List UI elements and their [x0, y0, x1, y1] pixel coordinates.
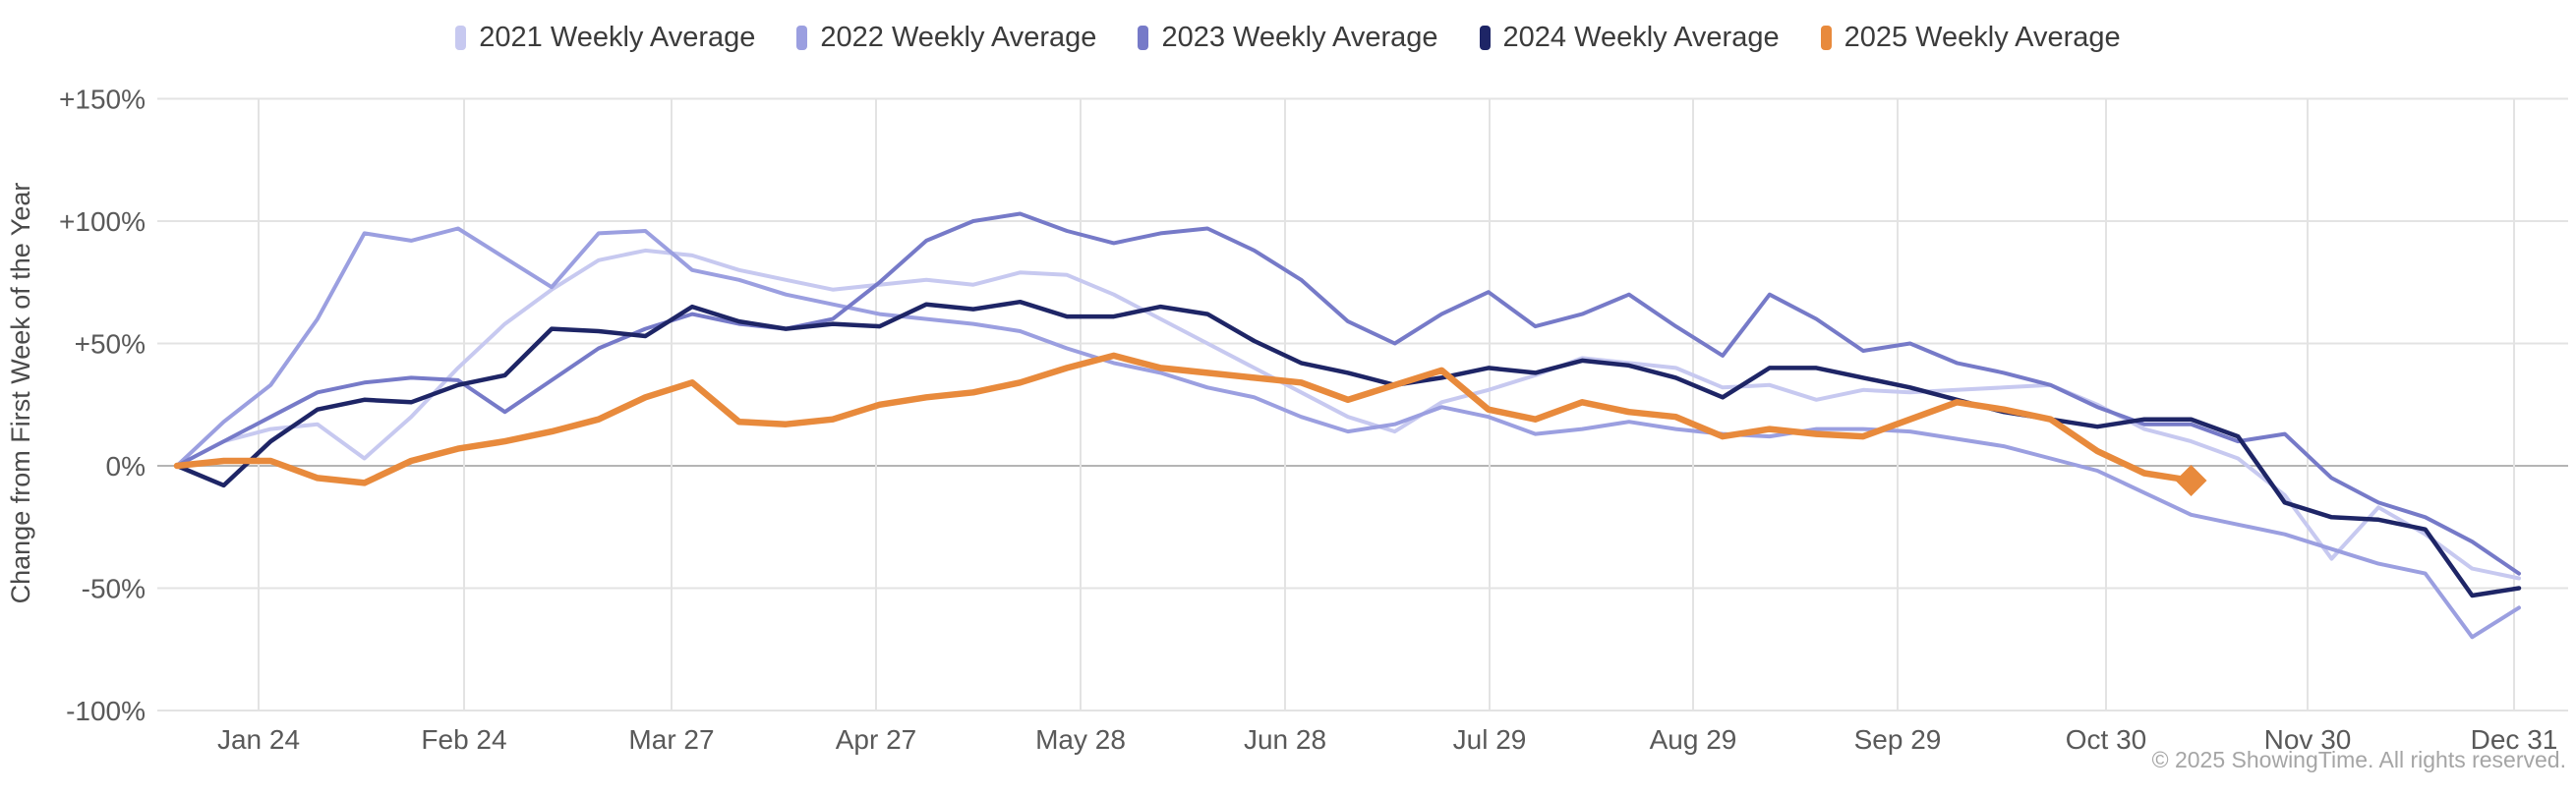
- series-line-2024: [174, 299, 2522, 598]
- y-tick-label: +150%: [59, 85, 146, 115]
- legend-swatch-icon: [1479, 26, 1491, 50]
- x-tick-label: Jul 29: [1453, 724, 1527, 755]
- x-tick-label: Aug 29: [1650, 724, 1737, 755]
- y-tick-label: +100%: [59, 206, 146, 237]
- x-tick-label: Jun 28: [1244, 724, 1326, 755]
- legend: 2021 Weekly Average 2022 Weekly Average 20…: [0, 22, 2576, 54]
- axis-labels: +150% +100% +50% 0% -50% -100% Jan 24 Feb 24 Mar…: [59, 85, 2557, 756]
- y-tick-label: 0%: [106, 451, 146, 482]
- latest-point-diamond-marker: [2175, 464, 2207, 496]
- y-tick-label: -50%: [82, 574, 146, 604]
- y-axis-title: Change from First Week of the Year: [6, 183, 35, 604]
- legend-label: 2024 Weekly Average: [1502, 22, 1780, 53]
- y-tick-label: -100%: [66, 696, 146, 726]
- series-line-2022: [175, 226, 2521, 640]
- legend-swatch-icon: [1138, 26, 1149, 50]
- x-tick-label: May 28: [1035, 724, 1126, 755]
- legend-item-2024[interactable]: 2024 Weekly Average: [1479, 22, 1780, 54]
- legend-swatch-icon: [455, 26, 467, 50]
- series-line-2023: [175, 211, 2521, 576]
- legend-item-2022[interactable]: 2022 Weekly Average: [796, 22, 1096, 54]
- gridlines: [157, 97, 2568, 711]
- x-tick-label: Feb 24: [421, 724, 506, 755]
- legend-label: 2021 Weekly Average: [479, 22, 756, 53]
- x-tick-label: Apr 27: [836, 724, 917, 755]
- legend-swatch-icon: [796, 26, 808, 50]
- y-tick-label: +50%: [75, 329, 146, 360]
- legend-item-2021[interactable]: 2021 Weekly Average: [455, 22, 755, 54]
- series-line-2025: [173, 352, 2195, 486]
- copyright-notice: © 2025 ShowingTime. All rights reserved.: [2151, 747, 2566, 772]
- plot-area[interactable]: [157, 86, 2568, 723]
- legend-label: 2022 Weekly Average: [820, 22, 1097, 53]
- x-tick-label: Jan 24: [217, 724, 300, 755]
- x-tick-label: Mar 27: [628, 724, 714, 755]
- x-tick-label: Dec 31: [2471, 724, 2558, 755]
- legend-swatch-icon: [1820, 26, 1832, 50]
- legend-item-2023[interactable]: 2023 Weekly Average: [1138, 22, 1438, 54]
- x-tick-label: Oct 30: [2066, 724, 2146, 755]
- legend-item-2025[interactable]: 2025 Weekly Average: [1820, 22, 2121, 54]
- x-tick-label: Sep 29: [1854, 724, 1942, 755]
- legend-label: 2023 Weekly Average: [1161, 22, 1438, 53]
- x-tick-label: Nov 30: [2264, 724, 2352, 755]
- chart-series: [173, 211, 2522, 640]
- legend-label: 2025 Weekly Average: [1844, 22, 2121, 53]
